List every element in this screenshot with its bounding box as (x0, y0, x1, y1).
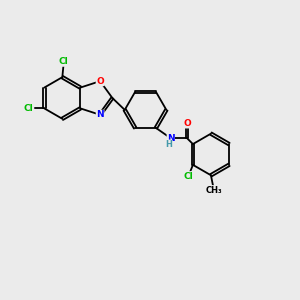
Text: O: O (183, 119, 191, 128)
Text: N: N (167, 134, 175, 143)
Text: O: O (96, 77, 104, 86)
Text: Cl: Cl (24, 104, 34, 113)
Text: N: N (96, 110, 104, 119)
Text: Cl: Cl (59, 57, 69, 66)
Text: CH₃: CH₃ (206, 186, 222, 195)
Text: Cl: Cl (184, 172, 193, 181)
Text: H: H (165, 140, 172, 149)
